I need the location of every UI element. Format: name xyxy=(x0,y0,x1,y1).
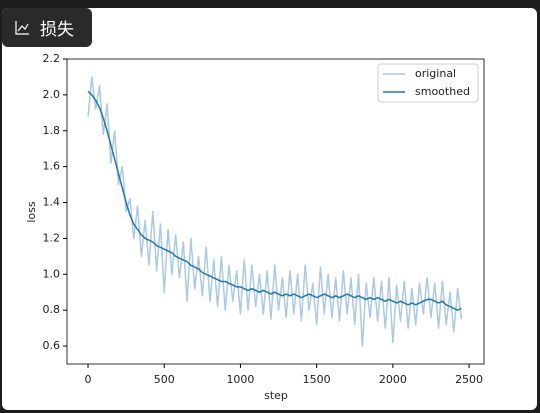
y-tick-label: 2.0 xyxy=(43,88,61,101)
x-axis-label: step xyxy=(264,389,288,402)
y-tick-label: 0.8 xyxy=(43,303,61,316)
y-tick-label: 0.6 xyxy=(43,339,61,352)
y-tick-label: 1.4 xyxy=(43,196,61,209)
y-tick-label: 1.6 xyxy=(43,160,61,173)
chart-icon xyxy=(15,20,29,35)
x-tick-label: 500 xyxy=(154,373,175,386)
legend-label: original xyxy=(415,67,456,80)
series-line xyxy=(87,76,463,347)
tab[interactable]: 损失 xyxy=(2,8,92,47)
x-tick-label: 2000 xyxy=(379,373,407,386)
series-line xyxy=(87,90,462,311)
y-tick-label: 1.2 xyxy=(43,231,61,244)
y-tick-label: 1.8 xyxy=(43,124,61,137)
legend-label: smoothed xyxy=(415,85,470,98)
y-tick-label: 1.0 xyxy=(43,267,61,280)
x-tick-label: 2500 xyxy=(455,373,483,386)
x-tick-label: 0 xyxy=(85,373,92,386)
plot-frame xyxy=(66,58,485,365)
y-tick-label: 2.2 xyxy=(43,52,61,65)
x-tick-label: 1000 xyxy=(226,373,254,386)
y-axis-label: loss xyxy=(25,201,38,223)
x-tick-label: 1500 xyxy=(303,373,331,386)
tab-label: 损失 xyxy=(40,20,74,40)
